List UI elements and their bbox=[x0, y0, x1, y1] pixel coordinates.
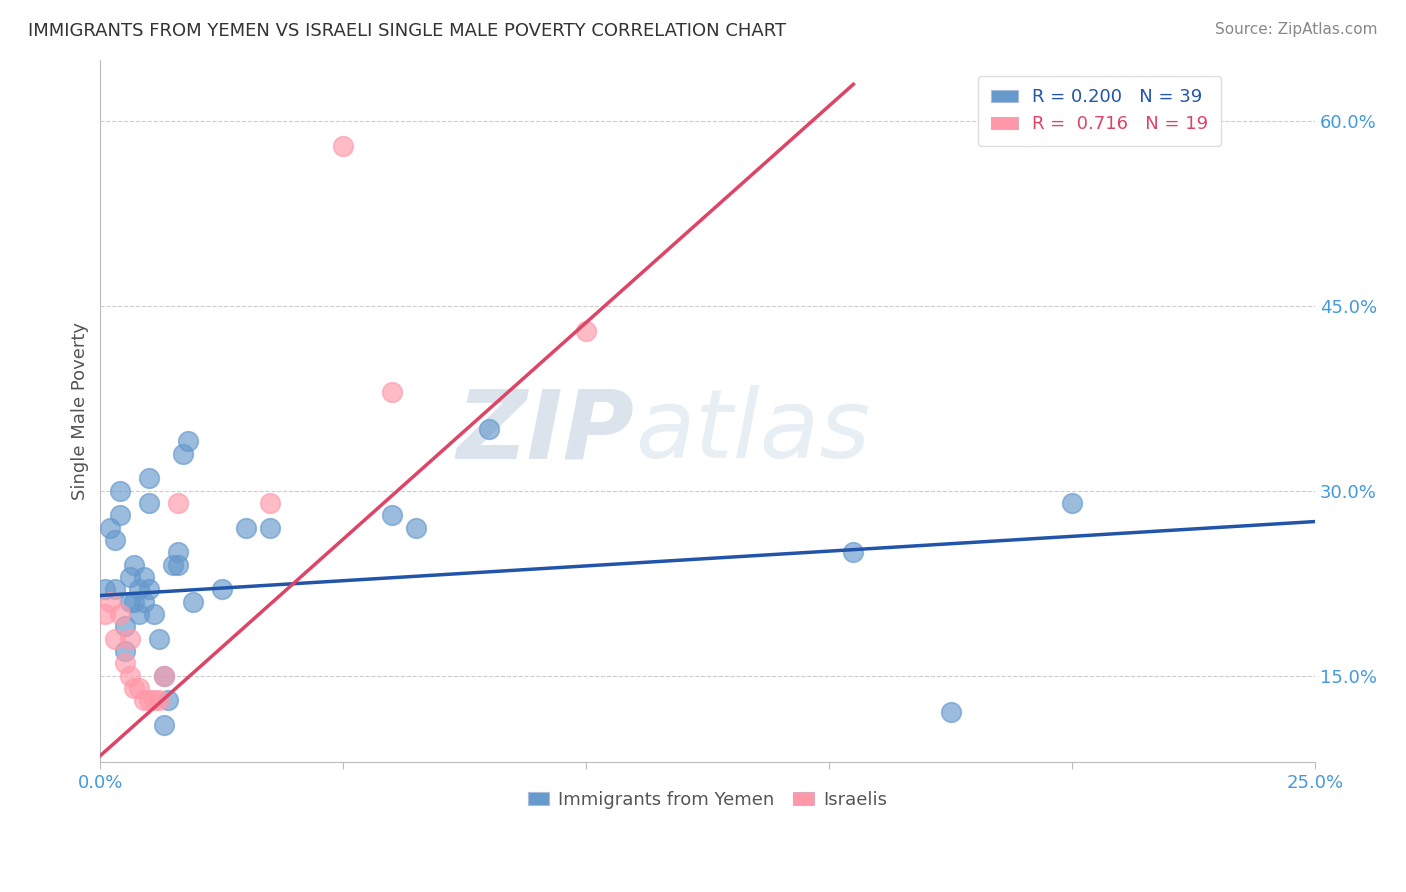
Point bbox=[842, 545, 865, 559]
Point bbox=[172, 447, 194, 461]
Point bbox=[94, 607, 117, 621]
Point bbox=[167, 545, 190, 559]
Point bbox=[108, 607, 131, 621]
Point bbox=[118, 632, 141, 646]
Text: ZIP: ZIP bbox=[457, 385, 634, 478]
Point bbox=[94, 582, 117, 597]
Point bbox=[114, 657, 136, 671]
Point bbox=[104, 582, 127, 597]
Point bbox=[1060, 496, 1083, 510]
Point bbox=[98, 521, 121, 535]
Point bbox=[108, 508, 131, 523]
Y-axis label: Single Male Poverty: Single Male Poverty bbox=[72, 322, 89, 500]
Point bbox=[235, 521, 257, 535]
Point bbox=[148, 632, 170, 646]
Point bbox=[181, 594, 204, 608]
Point bbox=[114, 644, 136, 658]
Point bbox=[104, 632, 127, 646]
Point bbox=[142, 607, 165, 621]
Point bbox=[132, 594, 155, 608]
Legend: Immigrants from Yemen, Israelis: Immigrants from Yemen, Israelis bbox=[520, 783, 894, 816]
Point bbox=[157, 693, 180, 707]
Point bbox=[128, 681, 150, 695]
Point bbox=[128, 582, 150, 597]
Point bbox=[152, 718, 174, 732]
Point bbox=[104, 533, 127, 547]
Point bbox=[118, 594, 141, 608]
Point bbox=[114, 619, 136, 633]
Point bbox=[478, 422, 501, 436]
Point bbox=[138, 693, 160, 707]
Point bbox=[167, 496, 190, 510]
Text: IMMIGRANTS FROM YEMEN VS ISRAELI SINGLE MALE POVERTY CORRELATION CHART: IMMIGRANTS FROM YEMEN VS ISRAELI SINGLE … bbox=[28, 22, 786, 40]
Point bbox=[118, 668, 141, 682]
Text: Source: ZipAtlas.com: Source: ZipAtlas.com bbox=[1215, 22, 1378, 37]
Point bbox=[108, 483, 131, 498]
Point bbox=[132, 570, 155, 584]
Text: atlas: atlas bbox=[634, 385, 870, 478]
Point bbox=[142, 693, 165, 707]
Point bbox=[98, 594, 121, 608]
Point bbox=[148, 693, 170, 707]
Point bbox=[152, 668, 174, 682]
Point bbox=[152, 668, 174, 682]
Point bbox=[381, 508, 404, 523]
Point bbox=[211, 582, 233, 597]
Point bbox=[575, 324, 598, 338]
Point bbox=[124, 594, 146, 608]
Point bbox=[177, 434, 200, 449]
Point bbox=[381, 385, 404, 400]
Point bbox=[405, 521, 427, 535]
Point bbox=[118, 570, 141, 584]
Point bbox=[124, 681, 146, 695]
Point bbox=[259, 496, 281, 510]
Point bbox=[167, 558, 190, 572]
Point bbox=[259, 521, 281, 535]
Point bbox=[132, 693, 155, 707]
Point bbox=[939, 706, 962, 720]
Point bbox=[162, 558, 184, 572]
Point bbox=[138, 582, 160, 597]
Point bbox=[138, 471, 160, 485]
Point bbox=[332, 138, 354, 153]
Point bbox=[138, 496, 160, 510]
Point bbox=[128, 607, 150, 621]
Point bbox=[124, 558, 146, 572]
